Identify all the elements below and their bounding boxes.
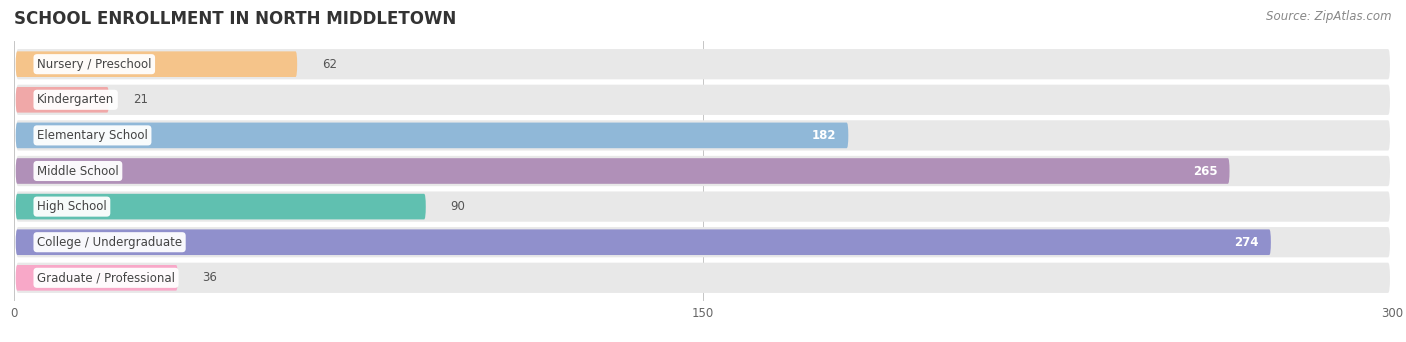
FancyBboxPatch shape [15,265,177,291]
Text: 21: 21 [134,93,149,106]
Text: Graduate / Professional: Graduate / Professional [37,271,174,284]
FancyBboxPatch shape [15,87,108,113]
Text: Nursery / Preschool: Nursery / Preschool [37,58,152,71]
Text: College / Undergraduate: College / Undergraduate [37,236,183,249]
Text: Source: ZipAtlas.com: Source: ZipAtlas.com [1267,10,1392,23]
FancyBboxPatch shape [15,156,1391,186]
FancyBboxPatch shape [15,194,426,220]
Text: 62: 62 [322,58,337,71]
FancyBboxPatch shape [15,122,848,148]
FancyBboxPatch shape [15,49,1391,79]
FancyBboxPatch shape [15,192,1391,222]
Text: 274: 274 [1234,236,1258,249]
Text: High School: High School [37,200,107,213]
FancyBboxPatch shape [15,229,1271,255]
FancyBboxPatch shape [15,120,1391,150]
FancyBboxPatch shape [15,158,1229,184]
Text: 182: 182 [811,129,837,142]
Text: Middle School: Middle School [37,165,118,177]
Text: 90: 90 [450,200,465,213]
Text: 265: 265 [1192,165,1218,177]
FancyBboxPatch shape [15,85,1391,115]
Text: SCHOOL ENROLLMENT IN NORTH MIDDLETOWN: SCHOOL ENROLLMENT IN NORTH MIDDLETOWN [14,10,457,28]
FancyBboxPatch shape [15,263,1391,293]
Text: 36: 36 [202,271,218,284]
Text: Elementary School: Elementary School [37,129,148,142]
FancyBboxPatch shape [15,51,297,77]
Text: Kindergarten: Kindergarten [37,93,114,106]
FancyBboxPatch shape [15,227,1391,257]
